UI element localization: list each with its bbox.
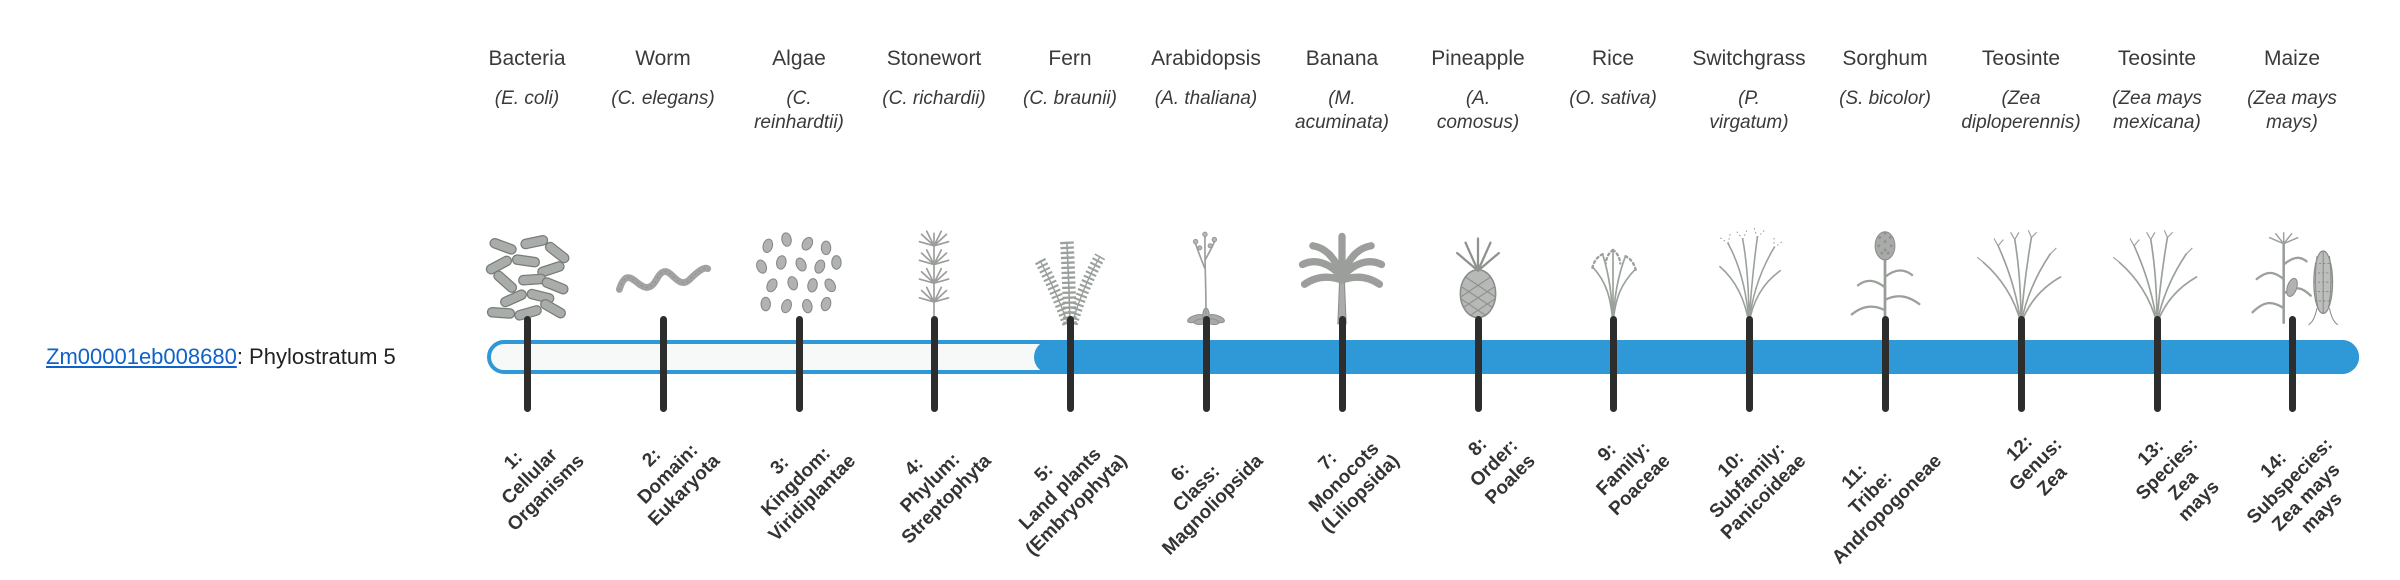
organism-column: Maize (Zea mays mays): [2224, 46, 2360, 336]
phylostratum-tick: [1067, 316, 1074, 412]
phylostratum-label: 4: Phylum: Streptophyta: [896, 449, 996, 548]
organism-column: Stonewort (C. richardii): [866, 46, 1002, 336]
organism-column: Bacteria (E. coli): [459, 46, 595, 336]
phylostratum-tick: [1203, 316, 1210, 412]
phylostratum-tick: [2289, 316, 2296, 412]
organism-name: Pineapple: [1431, 47, 1525, 70]
organism-latin-name: (C. elegans): [611, 88, 715, 110]
organism-latin-name: (P. virgatum): [1709, 88, 1789, 133]
organism-column: Banana (M. acuminata): [1274, 46, 1410, 336]
phylostratum-tick: [796, 316, 803, 412]
organism-name: Fern: [1048, 47, 1092, 70]
phylostratum-tick: [2018, 316, 2025, 412]
organism-name: Switchgrass: [1692, 47, 1806, 70]
organism-latin-name: (Zea diploperennis): [1961, 88, 2081, 133]
organism-name: Arabidopsis: [1151, 47, 1261, 70]
organism-column: Teosinte (Zea diploperennis): [1953, 46, 2089, 336]
phylostratum-tick: [931, 316, 938, 412]
organism-name: Stonewort: [886, 47, 982, 70]
organism-latin-name: (E. coli): [494, 88, 560, 110]
phylostratum-label: 13: Species: Zea mays: [2131, 434, 2224, 527]
organism-latin-name: (Zea mays mexicana): [2112, 88, 2202, 133]
phylostratum-tick: [1610, 316, 1617, 412]
organism-latin-name: (C. richardii): [882, 88, 986, 110]
organism-column: Teosinte (Zea mays mexicana): [2089, 46, 2225, 336]
phylostratum-label: 10: Subfamily: Panicoideae: [1705, 438, 1811, 544]
organism-name: Algae: [772, 47, 826, 70]
organism-name: Banana: [1305, 47, 1379, 70]
phylostratum-label: 5: Land plants (Embryophyta): [1015, 443, 1132, 560]
phylostratum-tick: [524, 316, 531, 412]
phylostratum-label: 1: Cellular Organisms: [497, 444, 589, 536]
organism-latin-name: (C. reinhardtii): [754, 88, 844, 133]
phylostratum-label: 7: Monocots (Liliopsida): [1304, 438, 1404, 537]
organism-name: Worm: [635, 47, 691, 70]
organism-column: Sorghum (S. bicolor): [1817, 46, 1953, 336]
phylostratum-tick: [1339, 316, 1346, 412]
gene-phylostratum-text: : Phylostratum 5: [236, 344, 396, 369]
organism-column: Fern (C. braunii): [1002, 46, 1138, 336]
organism-name: Teosinte: [2117, 47, 2197, 70]
phylostratum-label: 14: Subspecies: Zea mays mays: [2242, 434, 2347, 538]
phylostratum-label: 3: Kingdom: Viridiplantae: [757, 442, 861, 546]
phylostratum-label: 6: Class: Magnoliopsida: [1158, 450, 1268, 560]
phylostratum-label: 11: Tribe: Andropogoneae: [1828, 450, 1947, 569]
timeline-fill: [1034, 340, 2359, 374]
phylostratum-label: 12: Genus: Zea: [2002, 431, 2071, 500]
organism-latin-name: (A. comosus): [1436, 88, 1520, 133]
organism-column: Pineapple (A. comosus): [1410, 46, 1546, 336]
organism-column: Worm (C. elegans): [595, 46, 731, 336]
organism-latin-name: (O. sativa): [1569, 88, 1657, 110]
phylostratum-label: 9: Family: Poaceae: [1592, 437, 1675, 520]
organism-latin-name: (C. braunii): [1023, 88, 1117, 110]
gene-link[interactable]: Zm00001eb008680: [46, 344, 237, 369]
phylostratum-tick: [2154, 316, 2161, 412]
organism-name: Maize: [2263, 47, 2321, 70]
organism-latin-name: (S. bicolor): [1839, 88, 1931, 110]
phylostratum-label: 8: Order: Poales: [1464, 433, 1540, 509]
organism-column: Arabidopsis (A. thaliana): [1138, 46, 1274, 336]
organism-latin-name: (Zea mays mays): [2247, 88, 2337, 133]
phylostratum-tick: [1882, 316, 1889, 412]
organism-column: Rice (O. sativa): [1545, 46, 1681, 336]
organism-name: Rice: [1591, 47, 1634, 70]
organism-name: Sorghum: [1842, 47, 1928, 70]
gene-label: Zm00001eb008680: Phylostratum 5: [46, 344, 396, 370]
phylostratum-tick: [1475, 316, 1482, 412]
organism-name: Teosinte: [1981, 47, 2061, 70]
phylostratum-tick: [660, 316, 667, 412]
organism-latin-name: (M. acuminata): [1295, 88, 1389, 133]
organism-latin-name: (A. thaliana): [1154, 88, 1258, 110]
organism-name: Bacteria: [488, 47, 566, 70]
phylostratum-tick: [1746, 316, 1753, 412]
phylostratum-label: 2: Domain: Eukaryota: [633, 439, 725, 531]
organism-column: Algae (C. reinhardtii): [731, 46, 867, 336]
organism-column: Switchgrass (P. virgatum): [1681, 46, 1817, 336]
